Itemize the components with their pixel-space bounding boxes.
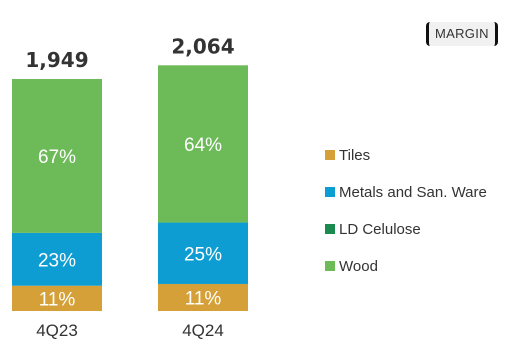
- legend-label-metals: Metals and San. Ware: [339, 183, 487, 201]
- legend-item-tiles: Tiles: [325, 146, 487, 164]
- legend-swatch-tiles: [325, 150, 335, 160]
- data-label-tiles-4q23: 11%: [39, 289, 76, 310]
- category-label-4q24: 4Q24: [182, 321, 224, 340]
- chart-legend: Tiles Metals and San. Ware LD Celulose W…: [325, 147, 487, 295]
- bar-segment-metals-and-san-ware-4q23: [12, 232, 102, 286]
- data-label-metals-and-san-ware-4q24: 25%: [184, 244, 222, 265]
- data-label-wood-4q23: 67%: [38, 147, 76, 168]
- total-label-4q24: 2,064: [171, 34, 234, 58]
- bar-segment-metals-and-san-ware-4q24: [158, 222, 248, 284]
- bar-segment-wood-4q24: [158, 65, 248, 223]
- legend-swatch-metals: [325, 187, 335, 197]
- category-label-4q23: 4Q23: [36, 321, 78, 340]
- legend-label-wood: Wood: [339, 257, 378, 275]
- legend-swatch-ld-celulose: [325, 224, 335, 234]
- legend-item-wood: Wood: [325, 257, 487, 275]
- margin-button[interactable]: MARGIN: [426, 22, 498, 46]
- bar-segment-tiles-4q23: [12, 285, 102, 311]
- legend-label-ld-celulose: LD Celulose: [339, 220, 421, 238]
- data-label-metals-and-san-ware-4q23: 23%: [38, 250, 76, 271]
- legend-item-ld-celulose: LD Celulose: [325, 220, 487, 238]
- legend-label-tiles: Tiles: [339, 146, 371, 164]
- data-label-wood-4q24: 64%: [184, 135, 222, 156]
- margin-label: MARGIN: [435, 26, 489, 41]
- data-label-tiles-4q24: 11%: [185, 288, 222, 309]
- total-label-4q23: 1,949: [25, 48, 88, 72]
- legend-item-metals: Metals and San. Ware: [325, 183, 487, 201]
- bar-segment-tiles-4q24: [158, 283, 248, 311]
- legend-swatch-wood: [325, 261, 335, 271]
- bar-segment-wood-4q23: [12, 79, 102, 233]
